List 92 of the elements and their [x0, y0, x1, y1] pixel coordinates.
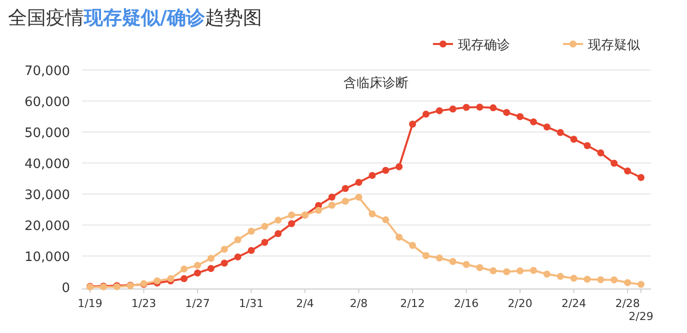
y-tick-label: 20,000	[24, 219, 70, 234]
point	[220, 246, 228, 253]
x-tick-label: 2/8	[350, 297, 368, 310]
point	[556, 272, 564, 280]
point	[234, 236, 242, 244]
point	[584, 142, 591, 150]
point	[624, 279, 632, 286]
point	[503, 108, 510, 116]
point	[490, 104, 497, 112]
point	[570, 136, 578, 143]
point	[462, 260, 470, 268]
point	[449, 106, 456, 113]
legend-label: 现存确诊	[458, 38, 510, 53]
point	[194, 270, 202, 277]
point	[422, 252, 430, 260]
x-tick-label: 2/12	[400, 297, 425, 310]
point	[154, 277, 161, 284]
point	[597, 276, 604, 284]
y-tick-label: 0	[62, 281, 70, 296]
point	[597, 149, 604, 156]
point	[274, 216, 282, 224]
point	[530, 266, 537, 274]
point	[503, 268, 510, 276]
x-tick-label: 2/29	[628, 310, 654, 323]
x-tick-label: 1/31	[238, 297, 264, 310]
point	[543, 124, 550, 131]
point	[570, 274, 578, 282]
point	[314, 206, 322, 214]
point	[449, 258, 456, 265]
point	[530, 118, 537, 126]
point	[382, 166, 390, 174]
point	[436, 254, 443, 262]
point	[462, 104, 470, 111]
y-tick-label: 70,000	[24, 64, 70, 79]
x-tick-label: 2/20	[508, 297, 532, 310]
point	[396, 234, 403, 241]
point	[288, 220, 296, 228]
point	[476, 264, 484, 272]
y-tick-label: 50,000	[24, 126, 70, 141]
point	[436, 107, 443, 114]
point	[207, 254, 214, 262]
point	[490, 267, 497, 274]
point	[556, 129, 564, 136]
x-tick-label: 2/16	[454, 297, 479, 310]
point	[342, 198, 349, 205]
point	[220, 260, 228, 267]
x-tick-label: 2/24	[561, 297, 586, 310]
point	[288, 212, 296, 219]
point	[180, 266, 188, 273]
point	[328, 194, 336, 201]
point	[638, 174, 644, 181]
point	[248, 246, 255, 254]
x-tick-label: 1/27	[185, 297, 210, 310]
point	[409, 120, 416, 128]
point	[261, 238, 268, 246]
y-tick-label: 60,000	[24, 95, 70, 110]
point	[328, 202, 336, 209]
point	[584, 276, 591, 283]
x-tick-label: 1/23	[131, 297, 156, 310]
point	[610, 160, 618, 167]
x-tick-label: 2/28	[615, 297, 640, 310]
y-tick-label: 40,000	[24, 157, 70, 172]
point	[476, 104, 484, 111]
point	[274, 230, 282, 238]
point	[516, 267, 524, 274]
point	[409, 242, 416, 249]
point	[422, 110, 430, 118]
point	[638, 280, 644, 288]
x-tick-label: 1/19	[78, 297, 102, 310]
point	[516, 113, 524, 120]
legend-label: 现存疑似	[588, 38, 640, 53]
y-tick-label: 30,000	[24, 188, 70, 203]
point	[261, 222, 268, 230]
point	[396, 163, 403, 170]
point	[180, 275, 188, 282]
chart-title: 全国疫情现存疑似/确诊趋势图	[8, 7, 262, 29]
y-tick-label: 10,000	[24, 250, 70, 265]
point	[194, 262, 202, 269]
point	[355, 178, 362, 186]
point	[368, 172, 376, 179]
point	[234, 253, 242, 260]
point	[248, 228, 255, 235]
point	[610, 276, 618, 284]
point	[355, 194, 362, 201]
point	[543, 270, 550, 278]
point	[342, 185, 349, 192]
point	[207, 264, 214, 272]
x-tick-label: 2/4	[296, 297, 314, 310]
point	[368, 210, 376, 218]
point	[624, 168, 632, 175]
annotation: 含临床诊断	[344, 76, 409, 92]
point	[382, 216, 390, 224]
